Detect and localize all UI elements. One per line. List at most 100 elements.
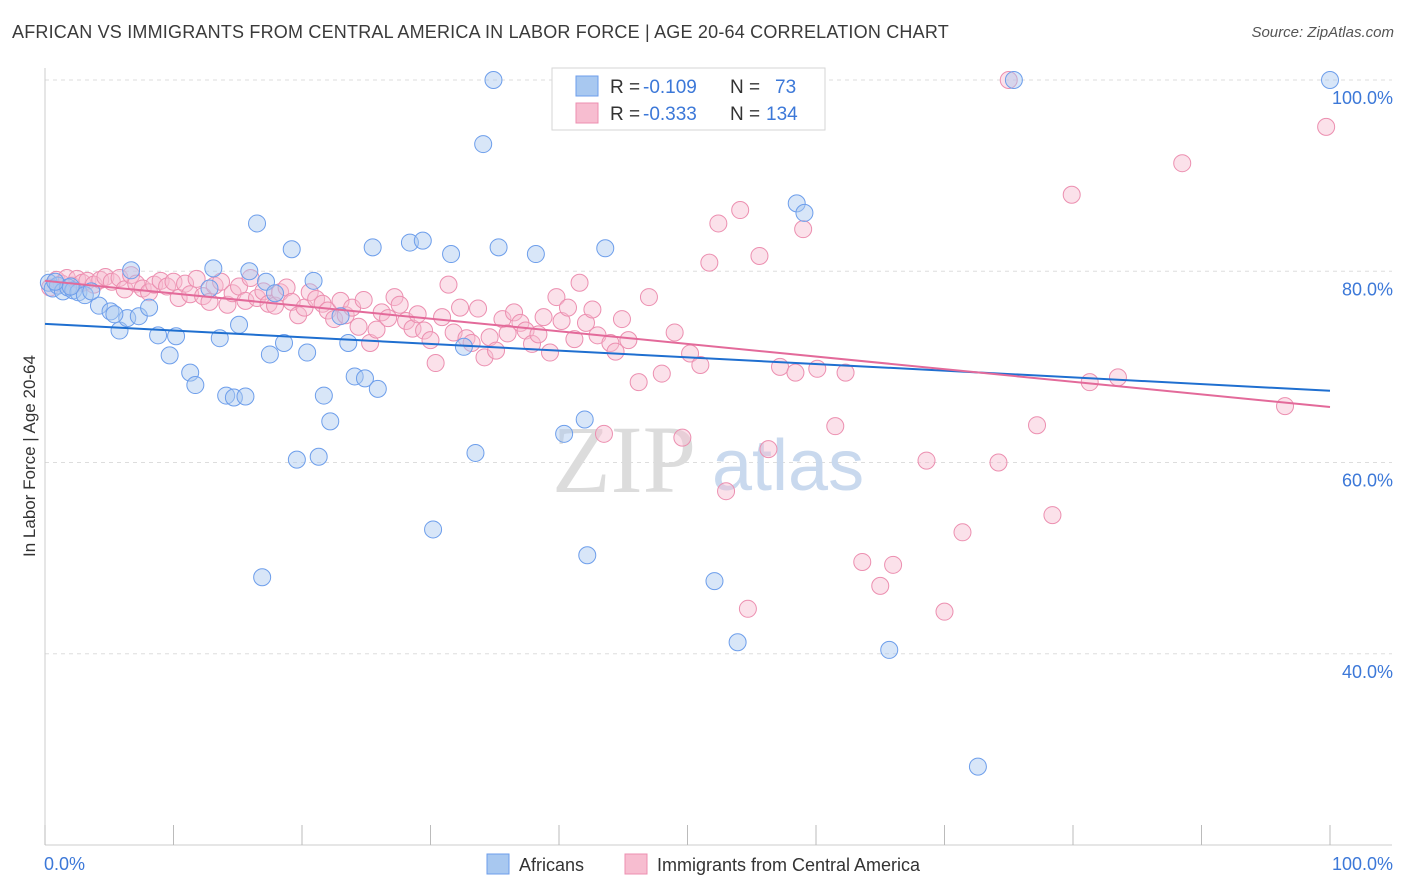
africans-point-61 bbox=[705, 572, 724, 591]
central-america-point-125 bbox=[1028, 416, 1047, 435]
africans-trend-line bbox=[44, 322, 1331, 392]
central-america-point-76 bbox=[493, 310, 512, 329]
central-america-point-95 bbox=[606, 342, 625, 361]
central-america-point-77 bbox=[498, 324, 517, 343]
central-america-point-93 bbox=[594, 424, 613, 443]
central-america-point-83 bbox=[534, 308, 553, 327]
central-america-point-133 bbox=[1173, 154, 1192, 173]
africans-point-19 bbox=[186, 376, 205, 395]
y-tick-label-100: 100.0% bbox=[1332, 88, 1393, 108]
bottom-legend-label-central-america: Immigrants from Central America bbox=[657, 855, 921, 875]
africans-point-58 bbox=[575, 410, 594, 429]
watermark-atlas: atlas bbox=[712, 426, 864, 506]
legend-n-value-1: 73 bbox=[775, 77, 796, 98]
africans-point-20 bbox=[200, 279, 219, 298]
legend-r-label-1: R = bbox=[610, 77, 640, 98]
legend-r-label-2: R = bbox=[610, 104, 640, 125]
bottom-legend: Africans Immigrants from Central America bbox=[486, 853, 921, 875]
central-america-point-40 bbox=[277, 278, 296, 297]
central-america-point-132 bbox=[999, 71, 1018, 89]
central-america-point-87 bbox=[558, 298, 577, 317]
central-america-point-29 bbox=[212, 272, 231, 291]
central-america-point-111 bbox=[759, 440, 778, 459]
central-america-point-102 bbox=[673, 428, 692, 447]
africans-point-17 bbox=[167, 327, 186, 346]
africans-point-54 bbox=[484, 71, 503, 89]
central-america-point-101 bbox=[665, 323, 684, 342]
africans-point-26 bbox=[236, 387, 255, 406]
africans-point-72 bbox=[105, 305, 124, 324]
bottom-legend-label-africans: Africans bbox=[519, 855, 584, 875]
central-america-point-75 bbox=[487, 341, 506, 360]
legend-n-value-2: 134 bbox=[766, 104, 798, 125]
africans-point-38 bbox=[309, 447, 328, 466]
africans-point-59 bbox=[578, 546, 597, 565]
central-america-point-69 bbox=[451, 298, 470, 317]
central-america-point-67 bbox=[439, 275, 458, 294]
central-america-point-131 bbox=[1317, 117, 1336, 136]
central-america-point-130 bbox=[1276, 397, 1295, 416]
central-america-point-126 bbox=[1043, 506, 1062, 525]
central-america-point-62 bbox=[408, 305, 427, 324]
africans-point-41 bbox=[331, 307, 350, 326]
central-america-point-124 bbox=[989, 453, 1008, 472]
africans-point-57 bbox=[555, 424, 574, 443]
central-america-point-84 bbox=[541, 343, 560, 362]
y-tick-label-80: 80.0% bbox=[1342, 279, 1393, 299]
grid-lines bbox=[45, 79, 1392, 655]
central-america-point-114 bbox=[794, 220, 813, 239]
africans-point-63 bbox=[787, 194, 806, 213]
legend-r-value-2: -0.333 bbox=[643, 104, 697, 125]
y-axis-title: In Labor Force | Age 20-64 bbox=[20, 355, 39, 557]
africans-point-14 bbox=[140, 298, 159, 317]
central-america-point-63 bbox=[415, 321, 434, 340]
africans-point-45 bbox=[363, 238, 382, 257]
central-america-point-104 bbox=[691, 355, 710, 374]
x-tick-label-0: 0.0% bbox=[44, 854, 85, 874]
central-america-point-88 bbox=[565, 330, 584, 349]
africans-point-31 bbox=[260, 345, 279, 364]
africans-point-66 bbox=[968, 757, 987, 776]
africans-point-40 bbox=[321, 412, 340, 431]
africans-point-70 bbox=[61, 277, 80, 296]
central-america-point-85 bbox=[547, 288, 566, 307]
africans-point-34 bbox=[282, 240, 301, 259]
central-america-point-72 bbox=[469, 299, 488, 318]
central-america-point-30 bbox=[218, 295, 237, 314]
central-america-point-106 bbox=[709, 214, 728, 233]
central-america-point-116 bbox=[826, 417, 845, 436]
watermark: ZIP atlas bbox=[552, 406, 864, 513]
central-america-point-123 bbox=[953, 523, 972, 542]
africans-point-29 bbox=[253, 568, 272, 587]
legend-n-label-2: N = bbox=[730, 104, 760, 125]
central-america-point-44 bbox=[300, 283, 319, 302]
central-america-point-129 bbox=[1108, 368, 1127, 387]
central-america-point-89 bbox=[570, 273, 589, 292]
central-america-point-64 bbox=[421, 331, 440, 350]
africans-point-37 bbox=[304, 271, 323, 290]
central-america-point-59 bbox=[390, 295, 409, 314]
africans-point-64 bbox=[795, 203, 814, 222]
x-tick-label-100: 100.0% bbox=[1332, 854, 1393, 874]
chart-title: AFRICAN VS IMMIGRANTS FROM CENTRAL AMERI… bbox=[12, 22, 949, 42]
central-america-point-91 bbox=[583, 300, 602, 319]
africans-point-21 bbox=[204, 259, 223, 278]
central-america-point-78 bbox=[505, 303, 524, 322]
africans-point-16 bbox=[160, 346, 179, 365]
africans-point-35 bbox=[287, 450, 306, 469]
africans-point-23 bbox=[217, 386, 236, 405]
africans-point-71 bbox=[82, 282, 101, 301]
central-america-point-57 bbox=[379, 309, 398, 328]
central-america-point-117 bbox=[836, 363, 855, 382]
central-america-point-105 bbox=[700, 253, 719, 272]
central-america-point-14 bbox=[122, 266, 141, 285]
central-america-point-97 bbox=[619, 331, 638, 350]
africans-point-36 bbox=[298, 343, 317, 362]
africans-point-39 bbox=[314, 386, 333, 405]
central-america-point-25 bbox=[187, 269, 206, 288]
central-america-trend-line bbox=[44, 279, 1331, 409]
africans-point-53 bbox=[474, 135, 493, 154]
africans-point-33 bbox=[275, 333, 294, 352]
central-america-point-53 bbox=[354, 290, 373, 309]
